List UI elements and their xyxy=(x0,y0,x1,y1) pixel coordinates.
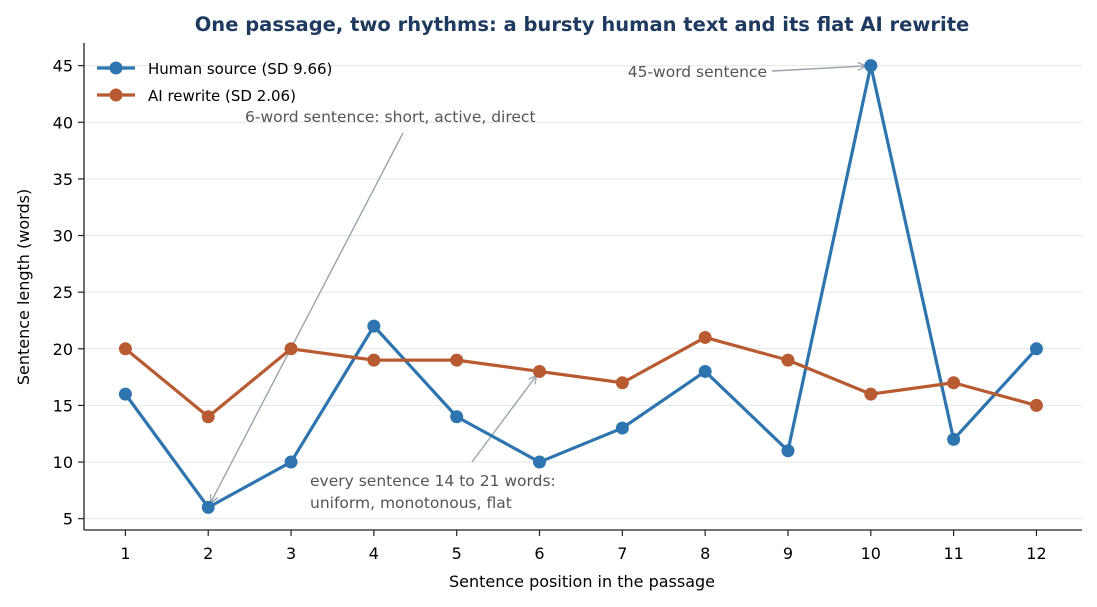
legend-marker-0 xyxy=(109,61,123,75)
x-tick-label-3: 3 xyxy=(286,544,296,563)
data-point-0-5 xyxy=(533,455,547,469)
annotation-text-1-0: 6-word sentence: short, active, direct xyxy=(245,108,536,126)
data-point-0-3 xyxy=(367,319,381,333)
series-line-0 xyxy=(124,64,1038,509)
y-tick-label-5: 5 xyxy=(63,510,73,529)
data-point-0-9 xyxy=(864,59,878,73)
axes xyxy=(83,43,1082,531)
legend-label-1: AI rewrite (SD 2.06) xyxy=(148,87,296,105)
annotation-texts: 45-word sentence 6-word sentence: short, … xyxy=(245,63,767,512)
y-tick-label-25: 25 xyxy=(53,283,73,302)
legend-marker-1 xyxy=(109,88,123,102)
x-tick-label-7: 7 xyxy=(617,544,627,563)
legend: Human source (SD 9.66) AI rewrite (SD 2.0… xyxy=(97,60,332,105)
y-tick-label-10: 10 xyxy=(53,453,73,472)
data-point-1-11 xyxy=(1029,398,1043,412)
data-point-1-2 xyxy=(284,342,298,356)
data-point-1-1 xyxy=(201,410,215,424)
x-tick-label-2: 2 xyxy=(203,544,213,563)
data-point-1-4 xyxy=(450,353,464,367)
data-point-0-2 xyxy=(284,455,298,469)
annotation-arrow-1 xyxy=(211,132,404,503)
y-tick-label-15: 15 xyxy=(53,396,73,415)
data-point-0-10 xyxy=(947,432,961,446)
x-tick-label-9: 9 xyxy=(783,544,793,563)
data-point-1-9 xyxy=(864,387,878,401)
y-tick-label-35: 35 xyxy=(53,170,73,189)
x-tick-label-4: 4 xyxy=(369,544,379,563)
data-point-0-8 xyxy=(781,444,795,458)
x-tick-label-6: 6 xyxy=(534,544,544,563)
data-point-1-3 xyxy=(367,353,381,367)
data-point-1-0 xyxy=(118,342,132,356)
data-point-0-0 xyxy=(118,387,132,401)
series-line-1 xyxy=(124,335,1037,419)
grid xyxy=(84,65,1082,520)
x-tick-label-5: 5 xyxy=(452,544,462,563)
series-layer xyxy=(118,59,1043,514)
x-tick-label-1: 1 xyxy=(120,544,130,563)
data-point-1-6 xyxy=(615,376,629,390)
annotation-text-2-0: every sentence 14 to 21 words: xyxy=(310,472,556,490)
annotation-arrow-2 xyxy=(471,375,537,463)
data-point-0-4 xyxy=(450,410,464,424)
x-tick-label-8: 8 xyxy=(700,544,710,563)
x-tick-label-10: 10 xyxy=(861,544,881,563)
y-axis-label: Sentence length (words) xyxy=(14,189,33,385)
y-tick-label-45: 45 xyxy=(53,57,73,76)
y-tick-label-40: 40 xyxy=(53,113,73,132)
data-point-1-8 xyxy=(781,353,795,367)
series-0 xyxy=(118,59,1043,514)
data-point-0-1 xyxy=(201,500,215,514)
annotation-text-0-0: 45-word sentence xyxy=(628,63,767,81)
x-axis-label: Sentence position in the passage xyxy=(449,572,715,591)
data-point-0-7 xyxy=(698,364,712,378)
annotation-arrow-0 xyxy=(771,66,866,72)
legend-label-0: Human source (SD 9.66) xyxy=(148,60,332,78)
annotation-text-2-1: uniform, monotonous, flat xyxy=(310,494,512,512)
y-tick-label-30: 30 xyxy=(53,227,73,246)
chart-title: One passage, two rhythms: a bursty human… xyxy=(195,13,970,36)
data-point-0-11 xyxy=(1029,342,1043,356)
y-tick-label-20: 20 xyxy=(53,340,73,359)
data-point-1-10 xyxy=(947,376,961,390)
data-point-1-5 xyxy=(533,364,547,378)
data-point-0-6 xyxy=(615,421,629,435)
series-1 xyxy=(118,330,1043,424)
x-tick-label-12: 12 xyxy=(1026,544,1046,563)
x-tick-label-11: 11 xyxy=(943,544,963,563)
annotation-arrows xyxy=(211,66,866,503)
data-point-1-7 xyxy=(698,330,712,344)
